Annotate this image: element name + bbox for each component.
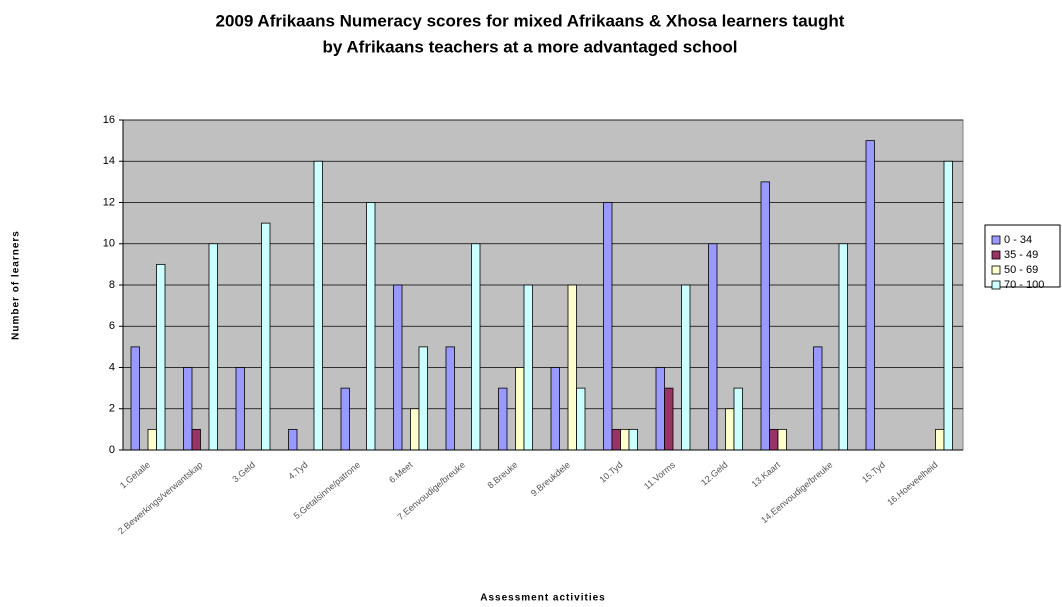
- bar: [471, 243, 481, 451]
- bar: [603, 202, 613, 451]
- bar: [708, 243, 718, 451]
- y-tick-label: 2: [109, 403, 115, 415]
- x-tick-label: 13.Kaart: [750, 459, 783, 489]
- x-tick-label: 15.Tyd: [860, 460, 887, 485]
- x-tick-label: 3.Geld: [230, 460, 257, 485]
- x-tick-label: 10.Tyd: [597, 460, 624, 485]
- bar: [769, 428, 779, 451]
- bar: [523, 284, 533, 451]
- y-tick-label: 4: [109, 361, 115, 373]
- bar: [664, 387, 674, 451]
- legend-swatch: [991, 235, 1001, 245]
- legend-swatch: [991, 250, 1001, 260]
- bar: [620, 428, 630, 451]
- bar: [191, 428, 201, 451]
- bar: [681, 284, 691, 451]
- bar: [611, 428, 621, 451]
- chart-title: 2009 Afrikaans Numeracy scores for mixed…: [216, 11, 845, 30]
- y-tick-label: 14: [103, 155, 115, 167]
- bar: [418, 346, 428, 451]
- bar: [393, 284, 403, 451]
- bar: [865, 140, 875, 451]
- bar: [340, 387, 350, 451]
- bar: [147, 428, 157, 451]
- x-tick-label: 16.Hoeveelheid: [885, 460, 939, 508]
- bar: [208, 243, 218, 451]
- x-tick-label: 4.Tyd: [286, 460, 309, 482]
- legend-swatch: [991, 280, 1001, 290]
- legend-label: 70 - 100: [1004, 279, 1044, 291]
- bar: [760, 181, 770, 451]
- bar: [943, 160, 953, 451]
- x-tick-label: 11.Vorms: [642, 459, 677, 491]
- bar: [235, 367, 245, 451]
- bar: [777, 428, 787, 451]
- y-tick-label: 10: [103, 238, 115, 250]
- x-tick-label: 8.Breuke: [486, 460, 520, 491]
- legend-label: 50 - 69: [1004, 264, 1038, 276]
- x-axis-title: Assessment activities: [480, 593, 606, 604]
- bar: [130, 346, 140, 451]
- legend-label: 35 - 49: [1004, 249, 1038, 261]
- bar: [550, 367, 560, 451]
- bar: [733, 387, 743, 451]
- bar: [288, 428, 298, 451]
- x-tick-label: 6.Meet: [387, 459, 415, 485]
- bar: [725, 408, 735, 451]
- bar: [628, 428, 638, 451]
- bar: [156, 263, 166, 451]
- bar: [838, 243, 848, 451]
- bar: [576, 387, 586, 451]
- bar: [498, 387, 508, 451]
- bar: [445, 346, 455, 451]
- bar: [567, 284, 577, 451]
- bar: [261, 222, 271, 451]
- bar: [183, 367, 193, 451]
- legend-label: 0 - 34: [1004, 234, 1032, 246]
- x-tick-label: 9.Breukdele: [529, 460, 572, 499]
- bar: [366, 202, 376, 451]
- legend-swatch: [991, 265, 1001, 275]
- bar: [410, 408, 420, 451]
- y-axis-title: Number of learners: [11, 230, 22, 340]
- chart-title: by Afrikaans teachers at a more advantag…: [322, 37, 737, 56]
- bar: [935, 428, 945, 451]
- bar: [655, 367, 665, 451]
- y-tick-label: 6: [109, 320, 115, 332]
- y-tick-label: 16: [103, 114, 115, 126]
- x-tick-label: 1.Getalle: [118, 460, 152, 491]
- y-tick-label: 0: [109, 444, 115, 456]
- bar: [515, 367, 525, 451]
- bar: [813, 346, 823, 451]
- y-tick-label: 12: [103, 196, 115, 208]
- bar: [313, 160, 323, 451]
- x-tick-label: 12.Geld: [699, 460, 730, 488]
- y-tick-label: 8: [109, 279, 115, 291]
- x-tick-label: 2.Bewerkings/verwantskap: [116, 460, 204, 536]
